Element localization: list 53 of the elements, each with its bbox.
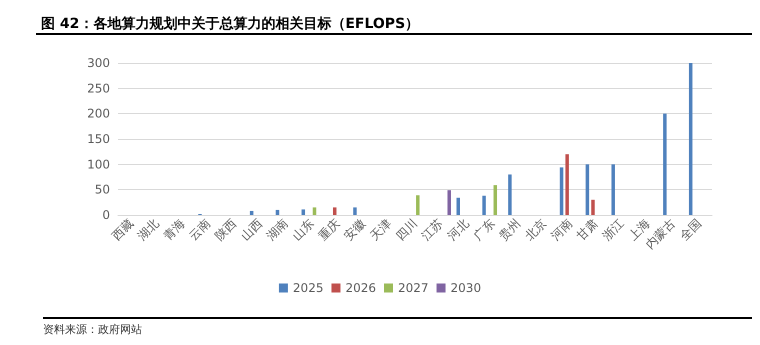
y-tick-label: 250 bbox=[87, 81, 110, 96]
x-tick-label: 江苏 bbox=[418, 216, 446, 243]
x-tick-label: 山西 bbox=[238, 216, 265, 243]
bar bbox=[250, 210, 254, 215]
x-tick-label: 重庆 bbox=[316, 216, 342, 243]
x-tick-label: 河北 bbox=[444, 216, 472, 243]
text: 资料来源：政府网站 bbox=[43, 323, 142, 336]
bar bbox=[591, 200, 595, 215]
bar bbox=[353, 207, 357, 215]
x-tick-label: 四川 bbox=[393, 216, 420, 243]
x-tick-label: 河南 bbox=[548, 216, 575, 243]
x-tick-label: 云南 bbox=[186, 216, 214, 243]
x-tick-label: 贵州 bbox=[496, 216, 524, 243]
y-tick-label: 300 bbox=[87, 56, 110, 70]
x-tick-label: 陕西 bbox=[212, 216, 240, 243]
bar bbox=[494, 185, 498, 215]
x-tick-label: 湖北 bbox=[134, 216, 162, 243]
bar bbox=[560, 167, 564, 215]
x-tick-label: 湖南 bbox=[264, 216, 291, 243]
y-tick-label: 150 bbox=[87, 132, 110, 146]
bar bbox=[482, 196, 486, 215]
legend-label: 2026 bbox=[345, 281, 376, 295]
legend-label: 2027 bbox=[398, 281, 429, 295]
bar bbox=[586, 164, 590, 215]
legend-label: 2025 bbox=[292, 281, 324, 295]
bar bbox=[565, 154, 569, 215]
bar bbox=[663, 114, 667, 215]
x-tick-label: 青海 bbox=[160, 216, 188, 243]
x-tick-label: 北京 bbox=[522, 216, 550, 243]
x-tick-label: 全国 bbox=[677, 216, 704, 243]
y-tick-label: 200 bbox=[87, 106, 110, 121]
chart-title: 图 42：各地算力规划中关于总算力的相关目标（EFLOPS） bbox=[41, 15, 420, 32]
x-tick-label: 广东 bbox=[470, 216, 498, 243]
x-tick-label: 浙江 bbox=[600, 216, 627, 243]
x-tick-label: 天津 bbox=[367, 216, 394, 243]
legend-label: 2030 bbox=[450, 281, 482, 295]
x-tick-label: 安徽 bbox=[341, 216, 368, 243]
x-tick-label: 西藏 bbox=[108, 216, 136, 243]
bar bbox=[447, 190, 451, 215]
bar bbox=[456, 198, 460, 215]
y-tick-label: 100 bbox=[87, 157, 110, 172]
y-tick-label: 0 bbox=[102, 208, 110, 222]
bar bbox=[276, 210, 280, 215]
bar bbox=[332, 207, 336, 215]
bar bbox=[508, 174, 512, 215]
bar bbox=[688, 63, 692, 215]
bar bbox=[611, 164, 615, 215]
bar bbox=[416, 195, 420, 215]
y-tick-label: 50 bbox=[94, 182, 110, 197]
x-tick-label: 甘肃 bbox=[574, 216, 601, 243]
bar bbox=[312, 207, 316, 215]
x-tick-label: 山东 bbox=[290, 216, 317, 243]
bar bbox=[302, 209, 306, 215]
